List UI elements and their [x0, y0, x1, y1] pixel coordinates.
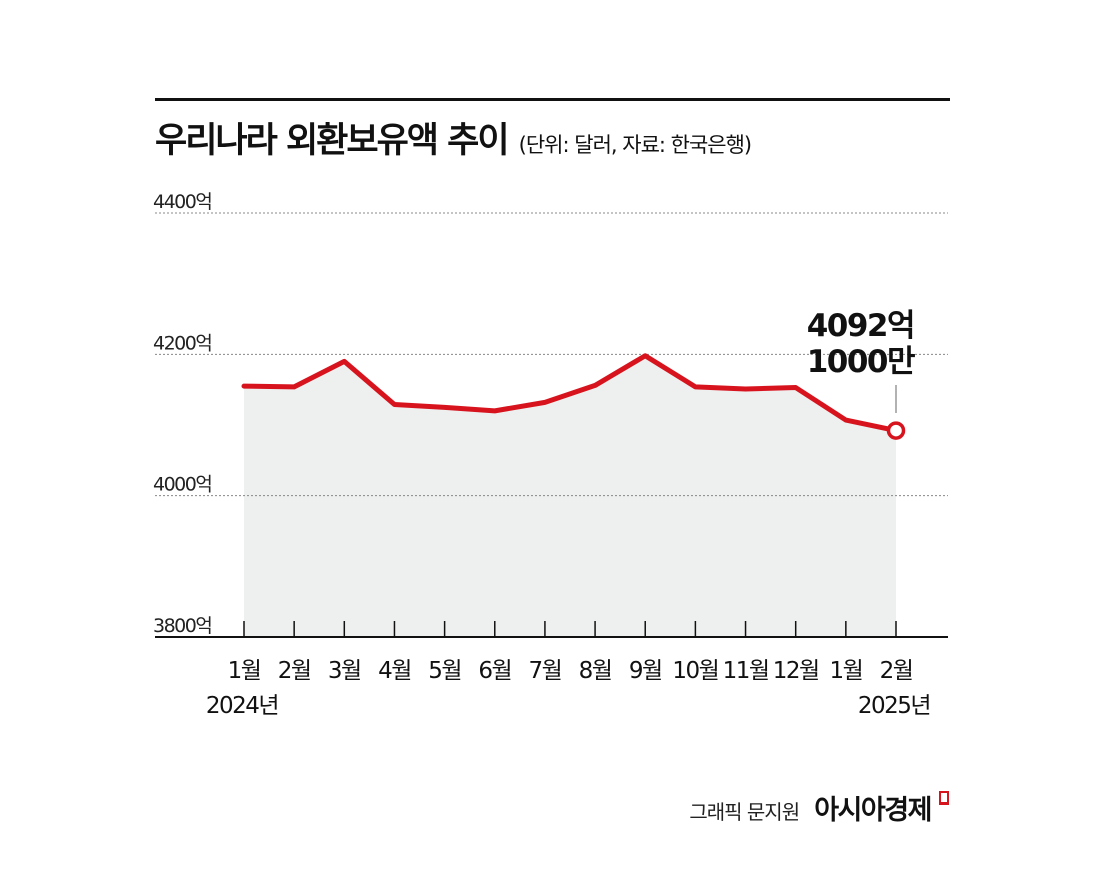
graphic-credit: 그래픽 문지원 [689, 800, 800, 824]
series-area [244, 355, 896, 637]
x-tick-label: 2월 [880, 658, 913, 684]
x-tick-label: 1월 [829, 658, 862, 684]
chart-subtitle: (단위: 달러, 자료: 한국은행) [518, 133, 752, 157]
x-tick-label: 4월 [378, 658, 411, 684]
y-tick-label: 3800억 [153, 615, 211, 637]
highlight-point [886, 421, 906, 440]
callout-value-line1: 4092억 [807, 308, 914, 344]
x-tick-label: 1월 [228, 658, 261, 684]
x-tick-label: 3월 [328, 658, 361, 684]
year-label: 2025년 [858, 693, 930, 719]
chart-title: 우리나라 외환보유액 추이 [155, 121, 510, 161]
x-tick-label: 8월 [579, 658, 612, 684]
x-tick-label: 11월 [723, 658, 769, 684]
plot-area [244, 355, 896, 637]
x-tick-label: 7월 [529, 658, 562, 684]
label-layer: 4400억 4200억 4000억 3800억 1월 2월 3월 4월 5월 6월 7월 8월 9월 10… [153, 191, 932, 719]
brand-logo: 아시아경제 [814, 795, 932, 826]
x-tick-label: 12월 [773, 658, 819, 684]
grid-layer [155, 212, 948, 497]
y-tick-label: 4200억 [153, 332, 211, 354]
series-layer [241, 353, 906, 440]
x-tick-label: 5월 [428, 658, 461, 684]
brand-mark-icon [939, 791, 949, 805]
x-tick-label: 2월 [278, 658, 311, 684]
y-tick-label: 4000억 [153, 474, 211, 496]
footer: 그래픽 문지원 아시아경제 [689, 788, 949, 827]
year-label: 2024년 [206, 693, 278, 719]
top-rule [155, 98, 950, 101]
callout-value-line2: 1000만 [807, 344, 915, 380]
y-tick-label: 4400억 [153, 191, 211, 213]
series-line [241, 353, 899, 434]
axis-layer [155, 621, 948, 638]
title-row: 우리나라 외환보유액 추이 (단위: 달러, 자료: 한국은행) [155, 112, 752, 163]
x-tick-label: 9월 [629, 658, 662, 684]
x-tick-label: 6월 [478, 658, 511, 684]
x-tick-label: 10월 [672, 658, 718, 684]
